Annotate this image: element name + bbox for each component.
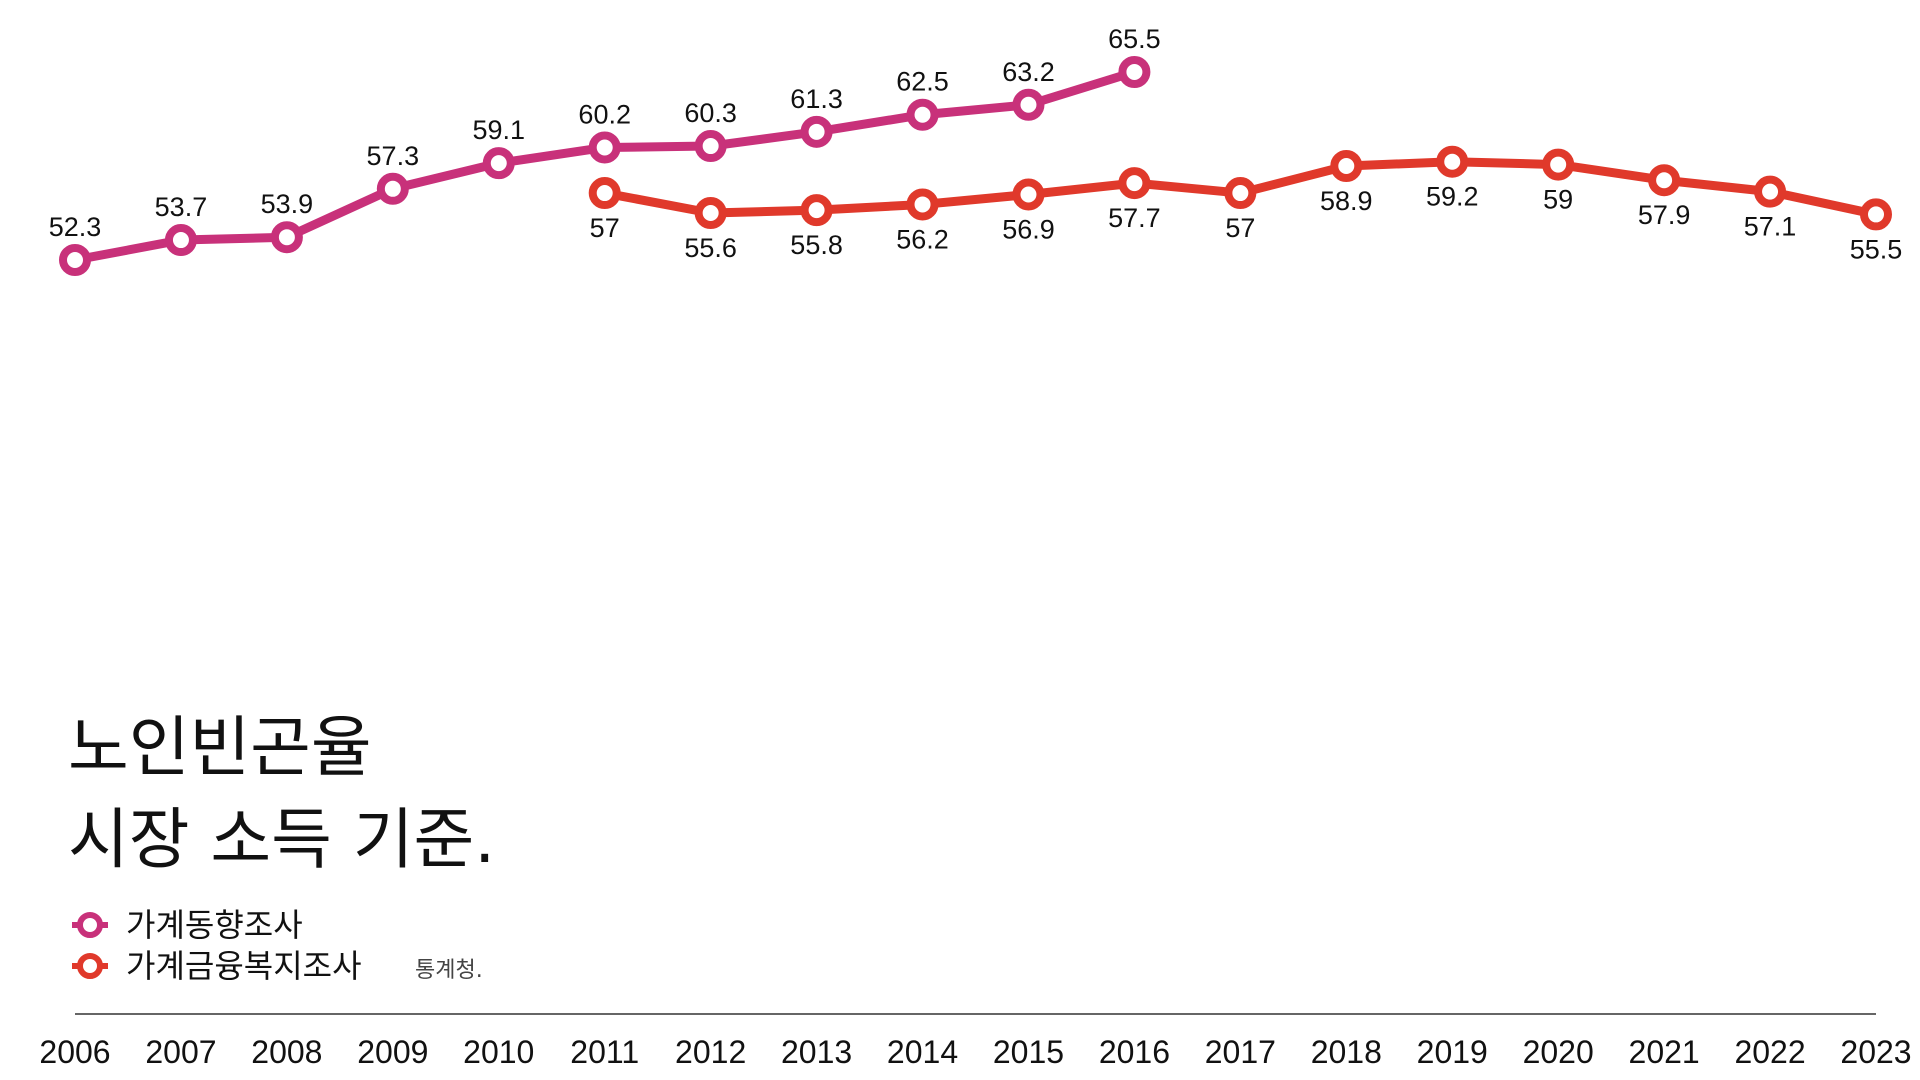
series-1-point-2007 xyxy=(164,224,197,257)
series-2-point-2021 xyxy=(1648,164,1681,197)
chart-title: 노인빈곤율 시장 소득 기준. xyxy=(68,709,495,878)
x-tick-label-2009: 2009 xyxy=(357,1034,428,1070)
series-2-label-2014: 56.2 xyxy=(896,224,949,254)
series-2-point-2011 xyxy=(588,177,621,210)
series-1-point-2012 xyxy=(694,130,727,163)
series-1-label-2013: 61.3 xyxy=(790,84,843,114)
x-tick-label-2006: 2006 xyxy=(39,1034,110,1070)
series-1-point-2013 xyxy=(800,115,833,148)
series-2: 57 55.6 55.8 56.2 56.9 57.7 57 58.9 59.2 59 57.9 57… xyxy=(588,145,1903,264)
series-2-label-2022: 57.1 xyxy=(1744,212,1797,242)
series-2-label-2011: 57 xyxy=(590,213,620,243)
series-2-point-2015 xyxy=(1012,178,1045,211)
series-2-label-2016: 57.7 xyxy=(1108,203,1161,233)
series-2-point-2017 xyxy=(1224,177,1257,210)
series-2-label-2015: 56.9 xyxy=(1002,214,1055,244)
series-1-label-2006: 52.3 xyxy=(49,212,102,242)
x-tick-label-2022: 2022 xyxy=(1734,1034,1805,1070)
series-1-label-2010: 59.1 xyxy=(472,115,525,145)
title-line-2: 시장 소득 기준. xyxy=(68,801,495,878)
x-tick-label-2007: 2007 xyxy=(145,1034,216,1070)
x-tick-label-2016: 2016 xyxy=(1099,1034,1170,1070)
x-tick-label-2020: 2020 xyxy=(1523,1034,1594,1070)
x-tick-label-2012: 2012 xyxy=(675,1034,746,1070)
legend-item-2: 가계금융복지조사 xyxy=(72,947,362,985)
x-tick-label-2017: 2017 xyxy=(1205,1034,1276,1070)
legend-swatch-marker-2 xyxy=(77,953,103,979)
legend-swatch-marker-1 xyxy=(77,912,103,938)
series-1-label-2014: 62.5 xyxy=(896,67,949,97)
series-1-point-2009 xyxy=(376,172,409,205)
series-1-label-2012: 60.3 xyxy=(684,98,737,128)
series-1-point-2011 xyxy=(588,131,621,164)
x-tick-label-2011: 2011 xyxy=(570,1034,639,1070)
series-2-label-2020: 59 xyxy=(1543,185,1573,215)
series-1-label-2008: 53.9 xyxy=(261,189,314,219)
series-1-label-2016: 65.5 xyxy=(1108,24,1161,54)
series-2-label-2012: 55.6 xyxy=(684,233,737,263)
x-tick-label-2018: 2018 xyxy=(1311,1034,1382,1070)
source-note: 통계청. xyxy=(415,958,483,983)
series-2-point-2016 xyxy=(1118,167,1151,200)
series-2-point-2014 xyxy=(906,188,939,221)
x-tick-label-2014: 2014 xyxy=(887,1034,958,1070)
series-2-point-2013 xyxy=(800,194,833,227)
series-2-label-2018: 58.9 xyxy=(1320,186,1373,216)
series-2-point-2022 xyxy=(1754,175,1787,208)
x-tick-label-2021: 2021 xyxy=(1629,1034,1700,1070)
series-1: 52.3 53.7 53.9 57.3 59.1 60.2 60.3 61.3 62.5 63.2… xyxy=(49,24,1161,276)
series-1-point-2008 xyxy=(270,221,303,254)
series-1-point-2006 xyxy=(59,244,91,276)
series-2-point-2023 xyxy=(1860,198,1892,231)
legend-item-1: 가계동향조사 xyxy=(72,906,303,944)
series-1-label-2011: 60.2 xyxy=(578,99,631,129)
series-2-label-2013: 55.8 xyxy=(790,230,843,260)
series-2-point-2012 xyxy=(694,197,727,229)
series-2-label-2017: 57 xyxy=(1225,213,1255,243)
series-1-label-2015: 63.2 xyxy=(1002,57,1055,87)
series-2-point-2018 xyxy=(1330,150,1363,182)
legend-label-2: 가계금융복지조사 xyxy=(126,947,362,985)
x-tick-label-2008: 2008 xyxy=(251,1034,322,1070)
x-tick-label-2010: 2010 xyxy=(463,1034,534,1070)
x-tick-label-2023: 2023 xyxy=(1840,1034,1911,1070)
legend-label-1: 가계동향조사 xyxy=(126,906,303,944)
series-2-label-2019: 59.2 xyxy=(1426,182,1479,212)
series-2-label-2023: 55.5 xyxy=(1850,234,1903,264)
x-axis-ticks: 2006 2007 2008 2009 2010 2011 2012 2013 2014 2015… xyxy=(39,1034,1911,1070)
series-1-point-2015 xyxy=(1012,88,1045,121)
series-1-point-2014 xyxy=(906,98,939,131)
series-2-label-2021: 57.9 xyxy=(1638,200,1691,230)
x-tick-label-2015: 2015 xyxy=(993,1034,1064,1070)
x-tick-label-2013: 2013 xyxy=(781,1034,852,1070)
x-tick-label-2019: 2019 xyxy=(1417,1034,1488,1070)
series-2-point-2020 xyxy=(1542,148,1575,181)
series-1-label-2007: 53.7 xyxy=(155,192,208,222)
series-group: 52.3 53.7 53.9 57.3 59.1 60.2 60.3 61.3 62.5 63.2… xyxy=(49,24,1903,276)
series-1-label-2009: 57.3 xyxy=(367,141,420,171)
title-line-1: 노인빈곤율 xyxy=(68,709,372,786)
series-1-point-2010 xyxy=(482,147,515,180)
series-1-point-2016 xyxy=(1118,56,1151,88)
series-2-point-2019 xyxy=(1436,145,1469,178)
